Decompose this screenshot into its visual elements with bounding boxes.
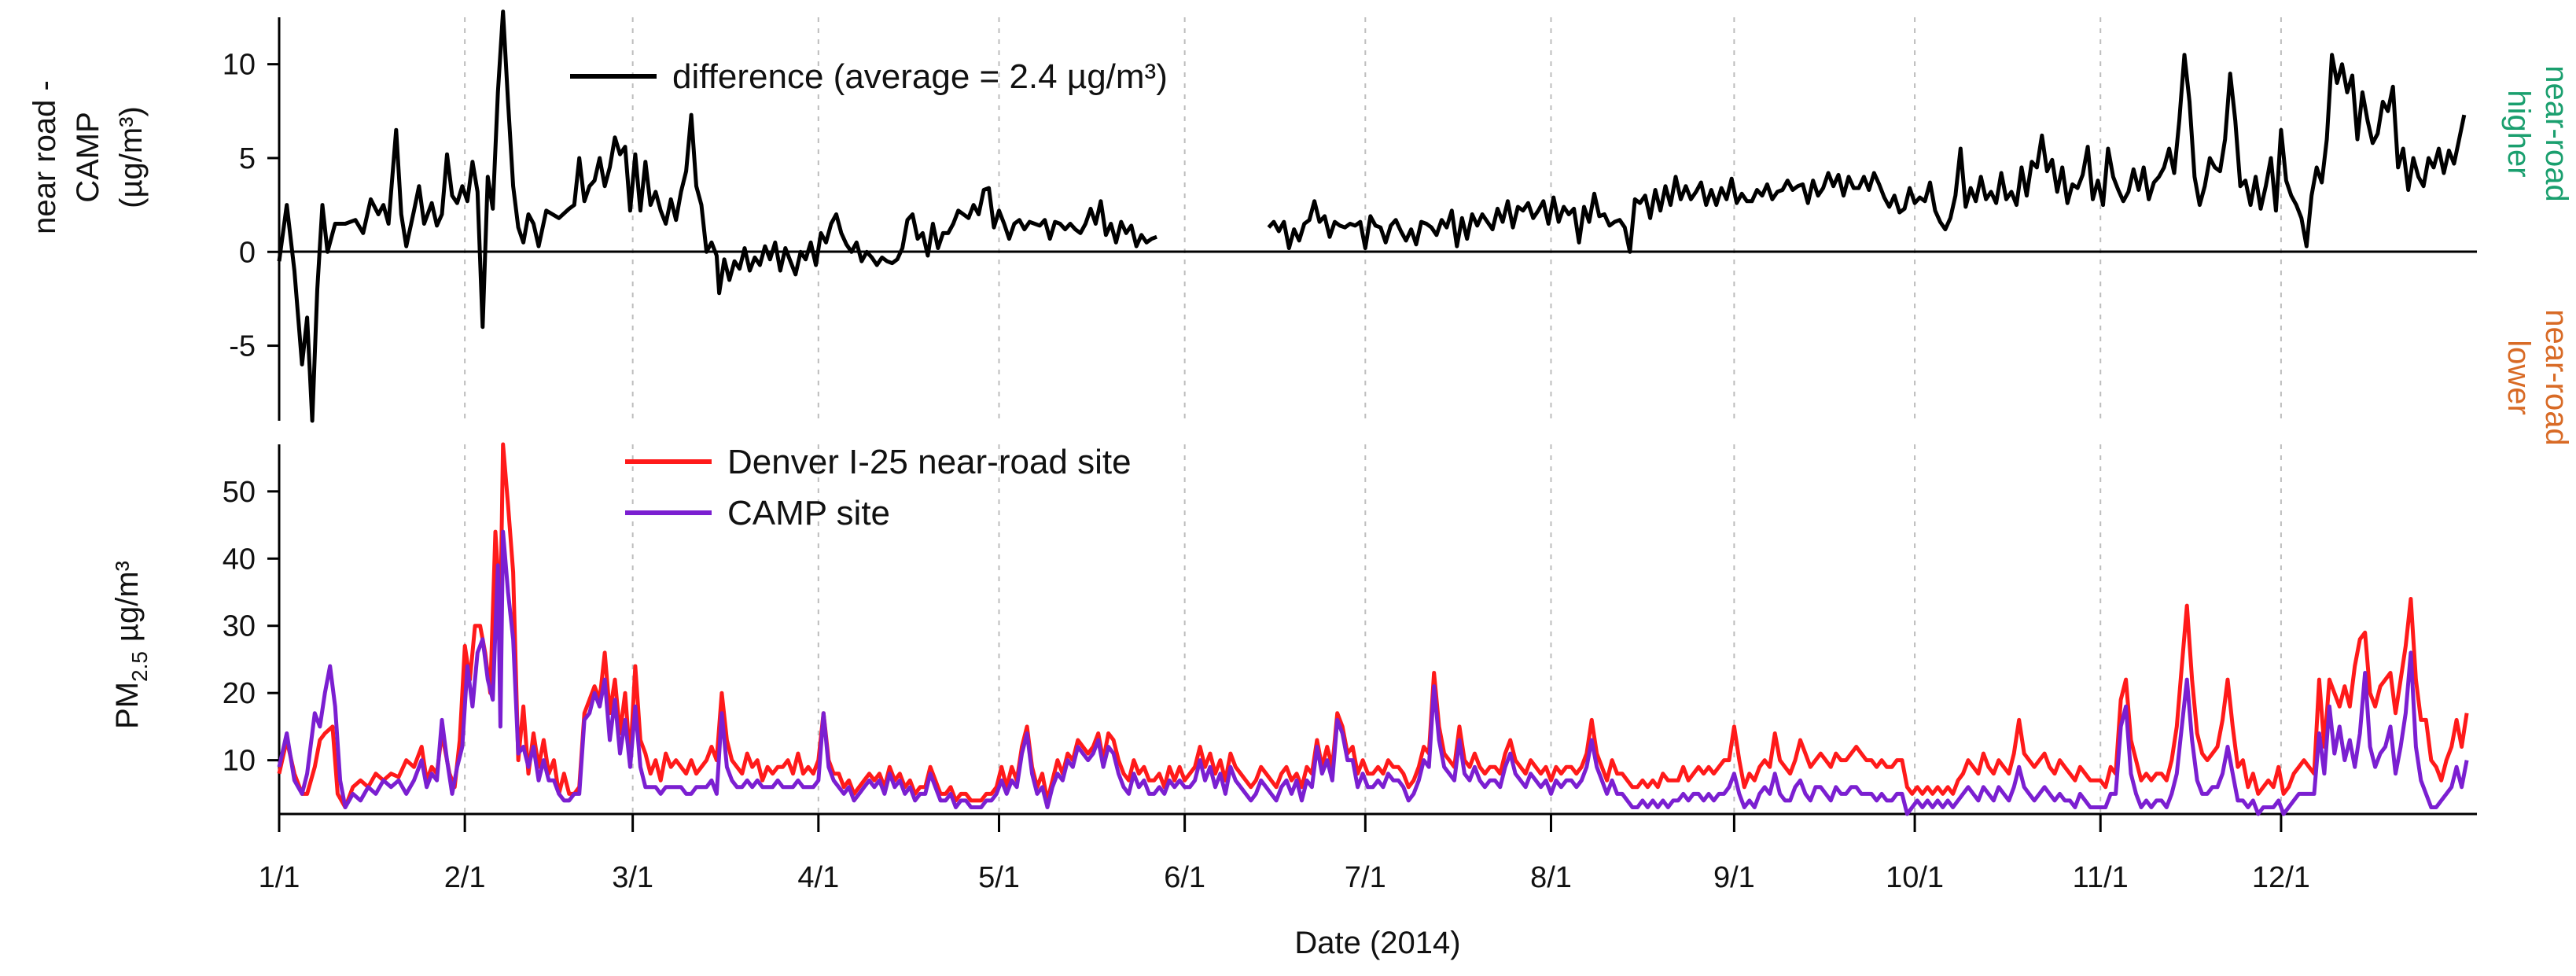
side-label-higher-line1: near-road (2539, 65, 2574, 201)
difference-line-segment-0 (277, 9, 1157, 423)
side-label-lower-line2: lower (2501, 340, 2536, 415)
legend-label-camp: CAMP site (727, 494, 890, 532)
xtick-label-11: 12/1 (2252, 861, 2310, 894)
legend-label-difference: difference (average = 2.4 µg/m³) (672, 57, 1168, 96)
xtick-label-10: 11/1 (2073, 861, 2129, 894)
xtick-label-4: 5/1 (978, 861, 1020, 894)
difference-ytick-label-5: 5 (239, 142, 256, 175)
side-label-higher-line2: higher (2501, 90, 2536, 177)
svg-text:PM2.5µg/m³: PM2.5 µg/m³ (110, 561, 152, 729)
xtick-label-7: 8/1 (1530, 861, 1572, 894)
pm25-ytick-label-30: 30 (223, 610, 256, 643)
pm25-series (277, 442, 2469, 816)
xtick-label-9: 10/1 (1886, 861, 1944, 894)
difference-line-segment-1 (1267, 53, 2467, 254)
xtick-label-8: 9/1 (1713, 861, 1755, 894)
pm25-ylabel-main: PM (110, 682, 145, 729)
pm25-ylabel-sub: 2.5 (127, 651, 152, 682)
difference-ytick-label-0: 0 (239, 236, 256, 269)
x-axis-title: Date (2014) (1294, 926, 1460, 960)
pm25-ylabel-unit: µg/m³ (110, 561, 145, 642)
difference-ytick-label--5: -5 (229, 330, 256, 363)
camp-line (277, 529, 2469, 816)
xtick-label-0: 1/1 (259, 861, 300, 894)
difference-y-ticks: -5 0 5 10 (223, 49, 279, 363)
side-label-lower-line1: near-road (2539, 309, 2574, 445)
pm25-ylabel: PM2.5 µg/m³ (110, 561, 152, 729)
xtick-label-3: 4/1 (797, 861, 839, 894)
difference-series (277, 9, 2467, 423)
xtick-label-5: 6/1 (1164, 861, 1205, 894)
difference-panel: -5 0 5 10 near road - CAMP (µg/m³) differen… (28, 9, 2574, 446)
pm25-ytick-label-50: 50 (223, 476, 256, 509)
difference-ylabel-line3: (µg/m³) (114, 106, 149, 208)
pm25-ytick-label-20: 20 (223, 677, 256, 710)
near-road-line (277, 442, 2469, 809)
legend-label-near-road: Denver I-25 near-road site (727, 443, 1132, 481)
difference-ytick-label-10: 10 (223, 49, 256, 82)
difference-ylabel-line2: CAMP (71, 112, 105, 203)
xtick-label-2: 3/1 (612, 861, 653, 894)
xtick-label-1: 2/1 (444, 861, 486, 894)
pm25-y-ticks: 10 20 30 40 50 (223, 476, 279, 778)
gridlines (464, 17, 2282, 814)
pm25-panel: 10 20 30 40 50 1/1 2/1 3/1 4/1 5/1 6/1 7/1 8/1 9/1 10… (110, 442, 2477, 960)
xtick-label-6: 7/1 (1345, 861, 1386, 894)
difference-ylabel-line1: near road - (28, 80, 62, 234)
pm25-ytick-label-10: 10 (223, 745, 256, 778)
pm25-ytick-label-40: 40 (223, 543, 256, 576)
x-ticks: 1/1 2/1 3/1 4/1 5/1 6/1 7/1 8/1 9/1 10/1 11/1 12/1 (259, 814, 2310, 894)
